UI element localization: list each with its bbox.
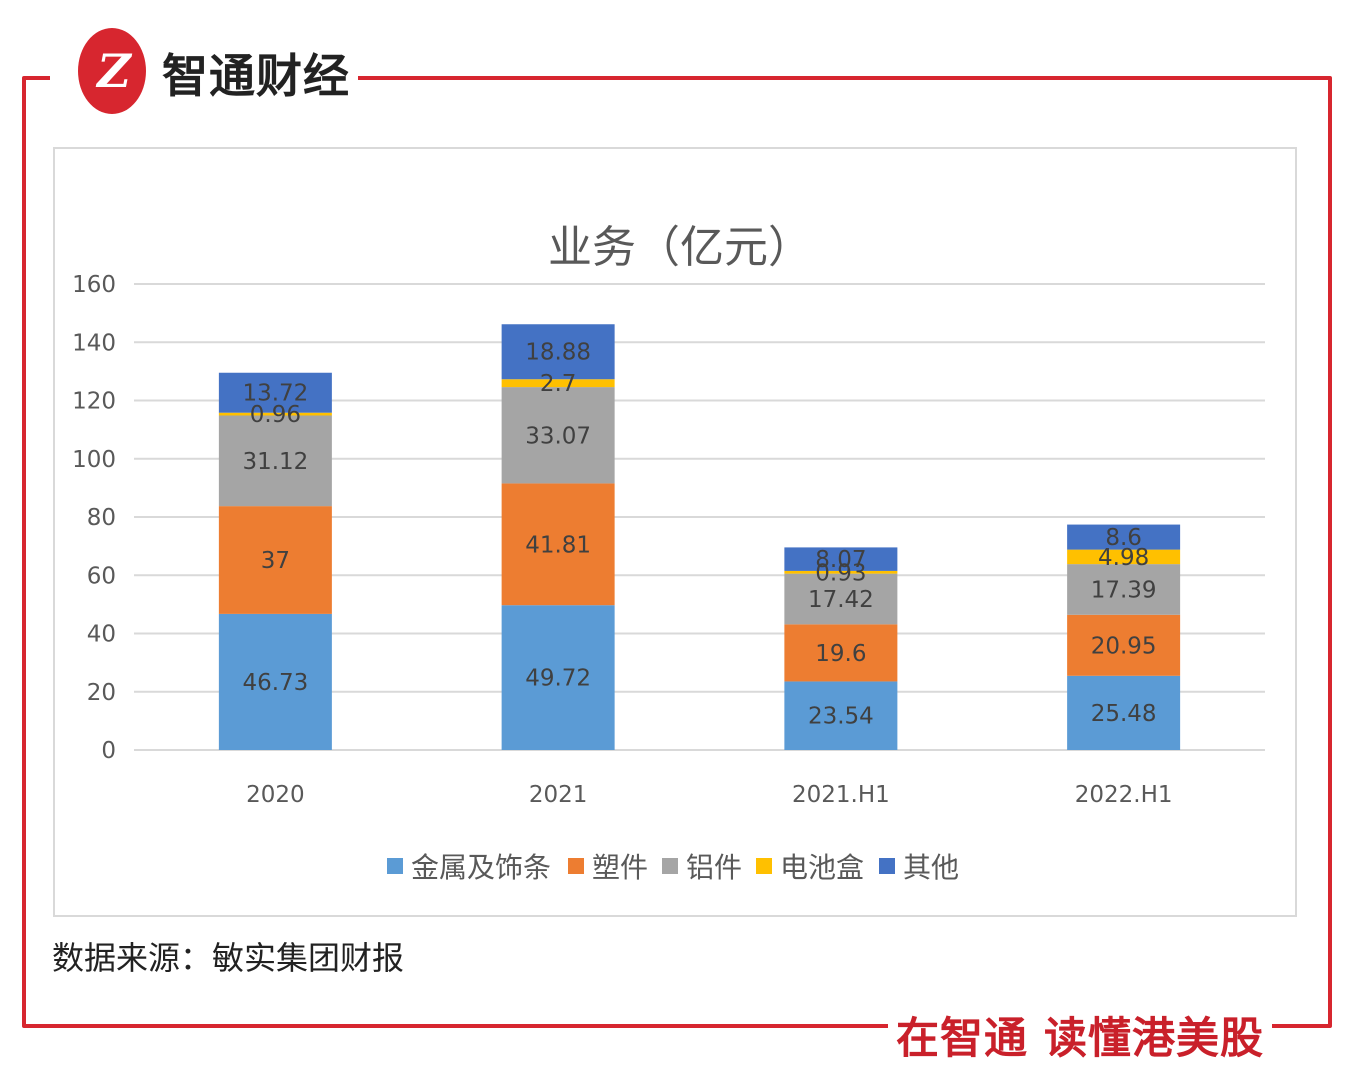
bar-segment-battery — [501, 379, 615, 388]
bar-segment-metal — [501, 605, 615, 750]
y-tick-label: 40 — [87, 622, 116, 648]
bar-segment-metal — [784, 681, 898, 750]
bar-segment-battery — [1067, 549, 1181, 565]
bar-segment-battery — [218, 412, 332, 416]
brand-logo: Z — [78, 28, 146, 114]
data-label-aluminum: 17.42 — [808, 587, 874, 613]
y-tick-label: 20 — [87, 680, 116, 706]
data-label-battery: 0.93 — [815, 560, 866, 586]
x-tick-label: 2020 — [246, 782, 305, 808]
data-label-aluminum: 31.12 — [242, 449, 308, 475]
legend-swatch-battery — [756, 858, 772, 874]
legend-swatch-metal — [387, 858, 403, 874]
data-label-plastic: 20.95 — [1091, 633, 1157, 659]
data-label-plastic: 37 — [261, 548, 290, 574]
data-label-metal: 49.72 — [525, 666, 591, 692]
data-label-plastic: 19.6 — [815, 641, 866, 667]
y-tick-label: 120 — [72, 389, 116, 415]
data-label-battery: 0.96 — [250, 402, 301, 428]
y-tick-label: 160 — [72, 272, 116, 298]
bar-segment-plastic — [501, 483, 615, 606]
bar-segment-aluminum — [1067, 564, 1181, 615]
y-tick-label: 100 — [72, 447, 116, 473]
bar-segment-plastic — [784, 624, 898, 682]
bar-segment-aluminum — [218, 415, 332, 507]
data-label-battery: 2.7 — [540, 371, 577, 397]
legend-swatch-other — [879, 858, 895, 874]
data-label-metal: 23.54 — [808, 704, 874, 730]
data-label-aluminum: 33.07 — [525, 423, 591, 449]
data-label-metal: 25.48 — [1091, 701, 1157, 727]
data-label-aluminum: 17.39 — [1091, 577, 1157, 603]
legend-label-other: 其他 — [903, 851, 959, 884]
brand-name: 智通财经 — [160, 40, 358, 106]
y-tick-label: 140 — [72, 330, 116, 356]
data-label-other: 8.07 — [815, 547, 866, 573]
bar-segment-other — [1067, 524, 1181, 550]
legend-label-aluminum: 铝件 — [686, 851, 742, 884]
bar-segment-other — [784, 547, 898, 571]
chart-title: 业务（亿元） — [548, 222, 812, 273]
x-tick-label: 2021.H1 — [792, 782, 890, 808]
source-note: 数据来源：敏实集团财报 — [52, 939, 405, 977]
bar-segment-plastic — [218, 506, 332, 614]
bar-segment-battery — [784, 570, 898, 574]
y-tick-label: 0 — [101, 738, 116, 764]
y-tick-label: 80 — [87, 505, 116, 531]
legend-swatch-aluminum — [662, 858, 678, 874]
bar-segment-metal — [1067, 675, 1181, 750]
bar-segment-aluminum — [784, 573, 898, 625]
legend-swatch-plastic — [568, 858, 584, 874]
legend-label-plastic: 塑件 — [592, 851, 648, 884]
bar-segment-plastic — [1067, 614, 1181, 676]
bar-layer — [218, 324, 1181, 750]
data-label-metal: 46.73 — [242, 670, 308, 696]
bar-segment-aluminum — [501, 387, 615, 484]
data-label-plastic: 41.81 — [525, 532, 591, 558]
x-tick-label: 2021 — [529, 782, 588, 808]
legend-label-battery: 电池盒 — [780, 851, 864, 884]
legend-label-metal: 金属及饰条 — [411, 851, 551, 884]
legend: 金属及饰条 塑件 铝件 电池盒 其他 — [387, 851, 959, 884]
slogan: 在智通 读懂港美股 — [888, 1004, 1272, 1066]
data-label-other: 13.72 — [242, 381, 308, 407]
logo-mark: Z — [97, 44, 131, 98]
bar-segment-metal — [218, 613, 332, 750]
x-tick-label: 2022.H1 — [1075, 782, 1173, 808]
data-label-other: 8.6 — [1105, 525, 1142, 551]
data-label-other: 18.88 — [525, 340, 591, 366]
data-label-battery: 4.98 — [1098, 545, 1149, 571]
bar-segment-other — [218, 372, 332, 413]
y-tick-label: 60 — [87, 563, 116, 589]
bar-segment-other — [501, 324, 615, 380]
